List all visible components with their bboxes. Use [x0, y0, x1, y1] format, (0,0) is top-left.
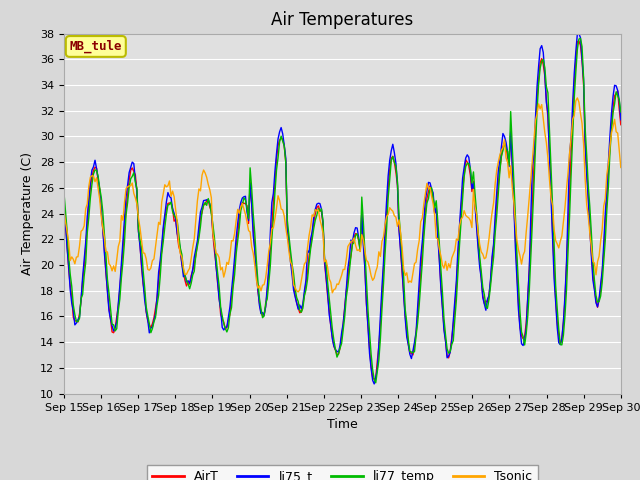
li75_t: [244, 217, 252, 223]
li75_t: [371, 381, 378, 387]
li75_t: [303, 248, 311, 253]
AirT: [303, 270, 311, 276]
Tsonic: [573, 95, 581, 101]
Tsonic: [328, 290, 336, 296]
li77_temp: [226, 311, 234, 317]
li77_temp: [129, 173, 136, 179]
AirT: [617, 122, 625, 128]
li75_t: [226, 304, 234, 310]
Title: Air Temperatures: Air Temperatures: [271, 11, 413, 29]
AirT: [60, 206, 68, 212]
Tsonic: [226, 253, 234, 259]
AirT: [575, 38, 583, 44]
Legend: AirT, li75_t, li77_temp, Tsonic: AirT, li75_t, li77_temp, Tsonic: [147, 465, 538, 480]
Tsonic: [303, 245, 311, 251]
AirT: [244, 221, 252, 227]
Tsonic: [589, 259, 596, 264]
li75_t: [129, 159, 136, 165]
AirT: [371, 376, 378, 382]
li77_temp: [577, 36, 584, 41]
li77_temp: [254, 278, 262, 284]
Tsonic: [129, 180, 136, 186]
li77_temp: [617, 109, 625, 115]
Line: Tsonic: Tsonic: [64, 98, 621, 293]
AirT: [589, 271, 596, 276]
li77_temp: [303, 277, 311, 283]
li77_temp: [60, 190, 68, 196]
Line: AirT: AirT: [64, 41, 621, 379]
Y-axis label: Air Temperature (C): Air Temperature (C): [22, 152, 35, 275]
li77_temp: [244, 216, 252, 221]
AirT: [254, 288, 262, 293]
Tsonic: [254, 285, 262, 291]
li75_t: [617, 117, 625, 123]
li75_t: [60, 204, 68, 210]
Tsonic: [60, 207, 68, 213]
Text: MB_tule: MB_tule: [70, 40, 122, 53]
Line: li75_t: li75_t: [64, 34, 621, 384]
Tsonic: [617, 165, 625, 170]
li75_t: [575, 31, 583, 36]
li75_t: [254, 286, 262, 292]
li75_t: [589, 277, 596, 283]
X-axis label: Time: Time: [327, 418, 358, 431]
Line: li77_temp: li77_temp: [64, 38, 621, 383]
AirT: [129, 165, 136, 171]
AirT: [226, 311, 234, 317]
li77_temp: [372, 380, 380, 386]
li77_temp: [589, 259, 596, 264]
Tsonic: [244, 228, 252, 233]
